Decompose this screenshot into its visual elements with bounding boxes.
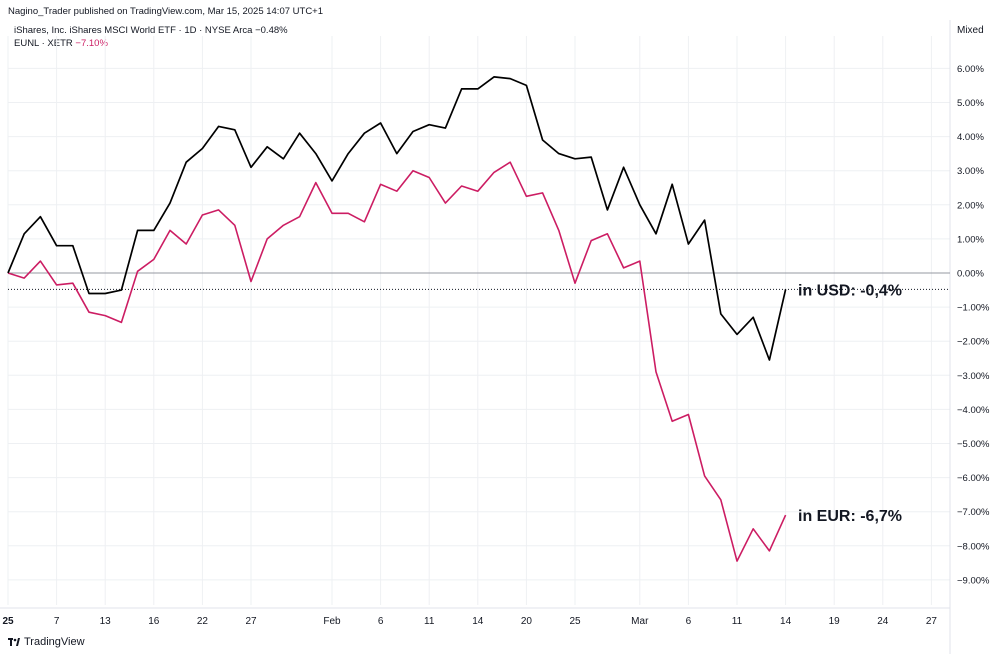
usd-annotation: in USD: -0,4% xyxy=(798,282,902,299)
x-tick-label: 19 xyxy=(829,616,841,627)
legend-main-symbol: iShares, Inc. iShares MSCI World ETF · 1… xyxy=(14,25,253,36)
x-tick-label: 16 xyxy=(148,616,160,627)
publish-info: Nagino_Trader published on TradingView.c… xyxy=(8,6,324,17)
tradingview-footer[interactable]: TradingView xyxy=(8,636,85,648)
x-tick-label: Feb xyxy=(323,616,341,627)
y-tick-label: −5.00% xyxy=(957,439,990,450)
x-tick-label: 24 xyxy=(877,616,889,627)
eur-annotation: in EUR: -6,7% xyxy=(798,508,902,525)
y-tick-label: 0.00% xyxy=(957,269,984,280)
legend-compare-symbol: EUNL · XETR xyxy=(14,38,73,49)
tradingview-logo-icon xyxy=(8,638,20,646)
x-tick-label: 14 xyxy=(780,616,792,627)
x-tick-label: 13 xyxy=(100,616,112,627)
y-tick-label: 6.00% xyxy=(957,64,984,75)
x-tick-label: 22 xyxy=(197,616,209,627)
eur-series-line[interactable] xyxy=(7,161,787,562)
footer-brand: TradingView xyxy=(24,636,85,648)
x-tick-label: Mar xyxy=(631,616,649,627)
legend-main-change: −0.48% xyxy=(255,25,288,36)
y-tick-label: 2.00% xyxy=(957,200,984,211)
y-tick-label: 4.00% xyxy=(957,132,984,143)
scale-mode-label[interactable]: Mixed xyxy=(957,25,984,36)
x-tick-label: 14 xyxy=(472,616,484,627)
x-tick-label: 27 xyxy=(245,616,257,627)
y-tick-label: 1.00% xyxy=(957,234,984,245)
y-tick-label: −4.00% xyxy=(957,405,990,416)
x-tick-label: 20 xyxy=(521,616,533,627)
x-tick-label: 11 xyxy=(732,616,743,627)
y-tick-label: −6.00% xyxy=(957,473,990,484)
legend: iShares, Inc. iShares MSCI World ETF · 1… xyxy=(14,24,288,50)
legend-main-row[interactable]: iShares, Inc. iShares MSCI World ETF · 1… xyxy=(14,24,288,37)
y-tick-label: −7.00% xyxy=(957,507,990,518)
legend-compare-row[interactable]: EUNL · XETR −7.10% xyxy=(14,37,288,50)
x-tick-label: 25 xyxy=(2,616,14,627)
y-tick-label: −1.00% xyxy=(957,303,990,314)
usd-series-line[interactable] xyxy=(7,76,787,361)
y-tick-label: 5.00% xyxy=(957,98,984,109)
legend-compare-change: −7.10% xyxy=(75,38,108,49)
x-tick-label: 27 xyxy=(926,616,938,627)
x-tick-label: 11 xyxy=(424,616,435,627)
y-tick-label: 3.00% xyxy=(957,166,984,177)
y-tick-label: −9.00% xyxy=(957,575,990,586)
y-tick-label: −8.00% xyxy=(957,541,990,552)
x-tick-label: 6 xyxy=(378,616,384,627)
x-tick-label: 25 xyxy=(569,616,581,627)
y-tick-label: −2.00% xyxy=(957,337,990,348)
y-tick-label: −3.00% xyxy=(957,371,990,382)
x-tick-label: 6 xyxy=(686,616,692,627)
x-tick-label: 7 xyxy=(54,616,60,627)
